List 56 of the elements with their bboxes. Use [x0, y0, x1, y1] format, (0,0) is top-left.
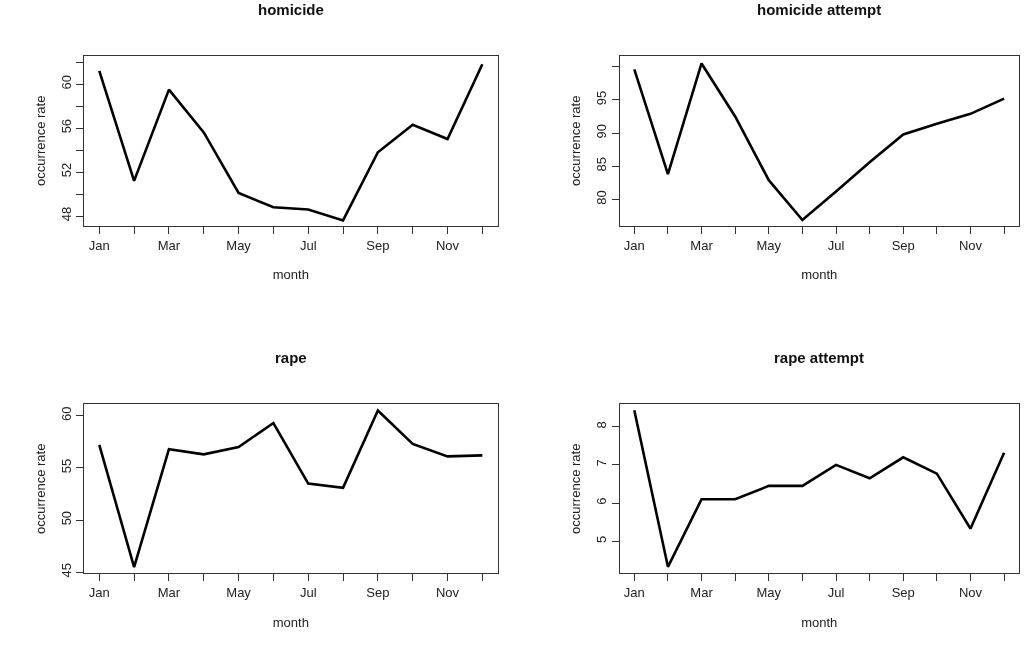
chart-title: homicide attempt — [757, 1, 882, 18]
y-tick-label: 80 — [594, 190, 610, 205]
chart-title: homicide — [258, 1, 324, 18]
y-tick-label: 55 — [58, 458, 74, 474]
y-tick-label: 7 — [594, 459, 610, 467]
line-series — [633, 409, 1006, 569]
y-tick-label: 5 — [594, 535, 610, 543]
y-axis-title: occurrence rate — [568, 443, 584, 534]
x-tick-label: Jul — [827, 584, 845, 600]
x-tick-label: Sep — [366, 237, 390, 253]
y-tick-label: 6 — [594, 497, 610, 505]
chart-title: rape — [275, 349, 307, 366]
x-tick-label: Nov — [958, 584, 983, 600]
x-tick-label: Jul — [299, 237, 317, 253]
y-tick-label: 56 — [58, 118, 74, 134]
x-axis-title: month — [272, 267, 309, 283]
x-tick-label: Mar — [690, 584, 714, 600]
y-tick-label: 60 — [58, 406, 74, 421]
y-tick-label: 8 — [594, 421, 610, 429]
y-axis-title: occurrence rate — [32, 443, 48, 534]
x-tick-label: Sep — [891, 237, 915, 253]
x-tick-label: Jan — [623, 584, 645, 600]
y-tick-label: 60 — [58, 74, 74, 90]
x-tick-label: Nov — [958, 237, 983, 253]
x-tick-label: Jul — [827, 237, 845, 253]
line-series — [97, 409, 484, 569]
x-axis-title: month — [801, 614, 838, 630]
x-axis-title: month — [272, 614, 309, 630]
y-tick-label: 48 — [58, 206, 74, 222]
x-tick-label: May — [756, 237, 782, 253]
y-tick-label: 50 — [58, 510, 74, 526]
x-tick-label: Sep — [891, 584, 915, 600]
x-tick-label: May — [756, 584, 782, 600]
y-tick-label: 95 — [594, 90, 610, 106]
line-series — [633, 62, 1006, 222]
x-tick-label: Jan — [88, 237, 110, 253]
y-tick-label: 90 — [594, 123, 610, 139]
y-tick-label: 45 — [58, 563, 74, 578]
chart-title: rape attempt — [774, 349, 865, 366]
x-tick-label: May — [226, 584, 252, 600]
x-tick-label: Jan — [88, 584, 110, 600]
line-series — [97, 63, 484, 222]
y-tick-label: 85 — [594, 157, 610, 172]
y-axis-title: occurrence rate — [568, 95, 584, 186]
x-tick-label: May — [226, 237, 252, 253]
x-tick-label: Mar — [690, 237, 714, 253]
x-tick-label: Jan — [623, 237, 645, 253]
y-tick-label: 52 — [58, 162, 74, 178]
x-tick-label: Sep — [366, 584, 390, 600]
x-tick-label: Mar — [157, 584, 181, 600]
x-tick-label: Jul — [299, 584, 317, 600]
y-axis-title: occurrence rate — [32, 95, 48, 186]
x-tick-label: Mar — [157, 237, 181, 253]
x-tick-label: Nov — [435, 237, 460, 253]
x-tick-label: Nov — [435, 584, 460, 600]
x-axis-title: month — [801, 267, 838, 283]
